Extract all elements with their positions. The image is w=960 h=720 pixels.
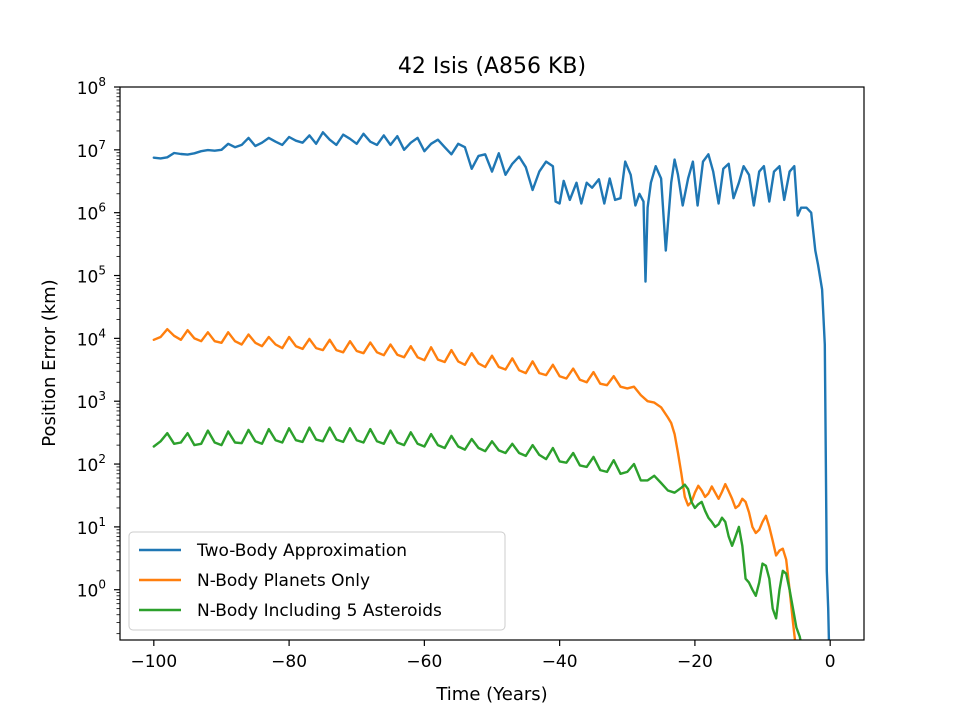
y-axis: 100 101 102 103 104 105 106 107 108 [77, 75, 120, 635]
legend-label-1: Two-Body Approximation [196, 541, 407, 561]
x-tick-label: −100 [130, 652, 177, 672]
x-tick-label: −80 [271, 652, 307, 672]
y-tick-label: 105 [77, 264, 106, 288]
legend-box [128, 531, 506, 631]
x-tick-label: −20 [677, 652, 713, 672]
series-layer [152, 131, 831, 640]
legend: Two-Body Approximation N-Body Planets Onl… [128, 531, 506, 631]
y-tick-label: 103 [77, 389, 106, 413]
legend-label-2: N-Body Planets Only [197, 571, 370, 591]
series-line-2 [152, 328, 797, 640]
series-line-3 [152, 426, 802, 640]
x-axis-label: Time (Years) [435, 684, 547, 705]
legend-label-3: N-Body Including 5 Asteroids [197, 601, 442, 621]
y-axis-label: Position Error (km) [39, 279, 60, 446]
y-tick-label: 100 [77, 578, 106, 602]
x-tick-label: 0 [825, 652, 836, 672]
y-tick-label: 101 [77, 515, 106, 539]
x-axis: −100 −80 −60 −40 −20 0 [130, 640, 836, 672]
y-tick-label: 107 [77, 138, 106, 162]
x-tick-label: −60 [406, 652, 442, 672]
y-tick-label: 106 [77, 201, 106, 225]
y-tick-label: 104 [77, 326, 106, 350]
chart-title: 42 Isis (A856 KB) [398, 54, 586, 79]
series-line-1 [152, 131, 831, 640]
y-tick-label: 102 [77, 452, 106, 476]
x-tick-label: −40 [542, 652, 578, 672]
y-tick-label: 108 [77, 75, 106, 99]
